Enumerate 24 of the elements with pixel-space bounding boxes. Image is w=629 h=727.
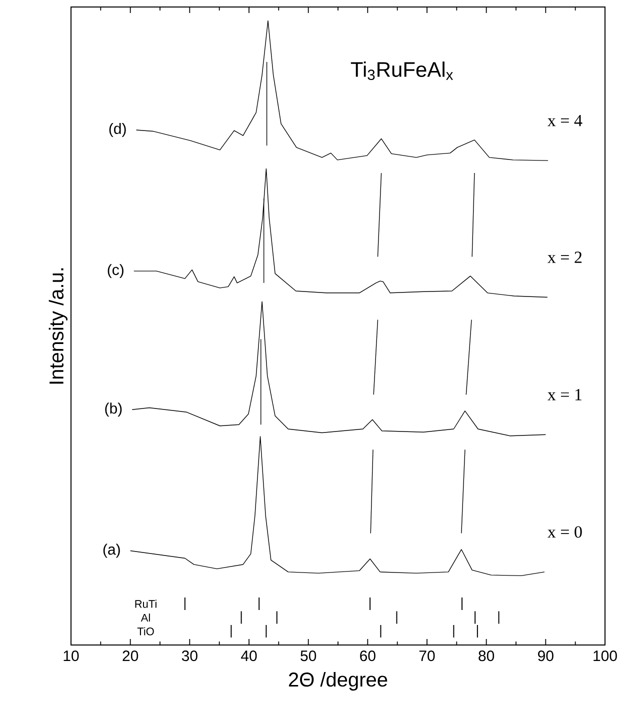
annotation: Al [140, 614, 150, 622]
x-tick-label: 70 [419, 650, 435, 662]
y-axis-title: Intensity /a.u. [48, 268, 68, 384]
annotation: RuTi [135, 600, 156, 608]
text: Ti$_{3}$RuFeAl$_{x}$ [350, 62, 454, 80]
annotation: TiO [137, 627, 154, 636]
series-label: (a) [103, 544, 120, 558]
x-axis-title: 2Θ /degree [288, 672, 388, 691]
x-tick-label: 20 [122, 650, 138, 662]
series-label: (c) [108, 264, 124, 278]
x-tick-label: 80 [478, 650, 494, 662]
annotation: x = 4 [548, 114, 582, 126]
x-tick-label: 100 [594, 650, 617, 662]
x-tick-label: 30 [182, 650, 198, 662]
annotation: x = 0 [548, 526, 582, 538]
x-tick-label: 10 [64, 650, 79, 662]
x-tick-label: 40 [241, 650, 257, 662]
x-tick-label: 90 [538, 650, 554, 662]
x-tick-label: 50 [300, 650, 316, 662]
x-tick-label: 60 [360, 650, 376, 662]
annotation: x = 2 [548, 252, 582, 263]
series-label: (b) [105, 402, 122, 417]
annotation: x = 1 [548, 389, 582, 400]
series-label: (d) [109, 122, 126, 137]
